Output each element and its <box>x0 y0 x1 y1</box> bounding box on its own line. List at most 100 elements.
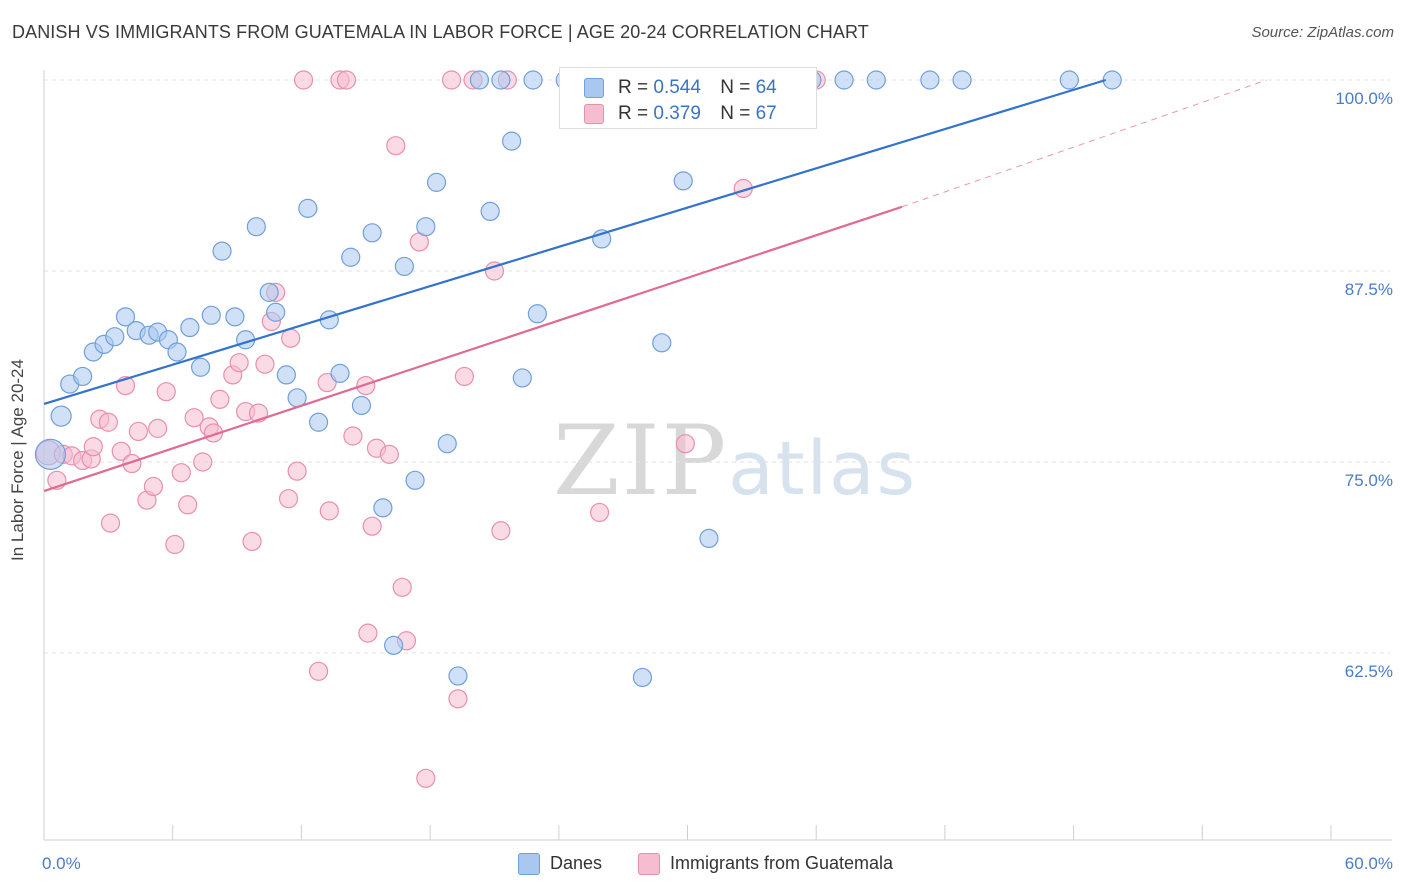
danes-point-0 <box>34 438 67 470</box>
r-label: R = <box>618 77 649 98</box>
danes-point-39 <box>469 70 490 90</box>
danes-point-52 <box>652 333 672 353</box>
guatemala-point-38 <box>308 661 329 681</box>
watermark: ZIPatlas <box>553 405 917 517</box>
danes-point-20 <box>259 282 279 302</box>
r-value-guatemala: 0.379 <box>653 103 701 124</box>
danes-swatch <box>584 78 604 98</box>
guatemala-point-42 <box>336 70 357 90</box>
r-value-danes: 0.544 <box>653 77 701 98</box>
danes-point-55 <box>699 528 719 549</box>
guatemala-point-48 <box>379 444 399 464</box>
y-tick-label-3: 100.0% <box>1335 89 1393 108</box>
guatemala-point-10 <box>111 441 131 461</box>
y-tick-label-2: 87.5% <box>1345 280 1393 299</box>
guatemala-point-59 <box>491 521 511 541</box>
guatemala-point-9 <box>100 513 121 533</box>
danes-point-14 <box>190 357 211 377</box>
guatemala-point-12 <box>122 453 142 474</box>
guatemala-point-31 <box>255 354 275 374</box>
legend-label-guatemala: Immigrants from Guatemala <box>670 853 894 873</box>
guatemala-point-37 <box>293 70 314 90</box>
guatemala-point-40 <box>319 501 339 521</box>
guatemala-point-15 <box>143 476 163 497</box>
danes-point-21 <box>266 302 286 322</box>
danes-point-33 <box>394 256 414 277</box>
stats-danes-text: R = 0.544 N = 64 <box>618 77 777 99</box>
danes-point-3 <box>73 366 93 387</box>
danes-point-37 <box>437 434 457 454</box>
danes-point-38 <box>448 666 468 686</box>
guatemala-point-34 <box>278 489 299 509</box>
danes-point-44 <box>523 70 543 90</box>
n-label: N = <box>720 103 751 124</box>
guatemala-point-27 <box>229 353 249 373</box>
guatemala-point-29 <box>242 531 262 552</box>
guatemala-point-46 <box>362 516 382 536</box>
guatemala-point-36 <box>287 461 307 481</box>
guatemala-point-18 <box>165 534 185 555</box>
danes-point-17 <box>225 307 245 327</box>
chart-title: DANISH VS IMMIGRANTS FROM GUATEMALA IN L… <box>12 22 869 42</box>
danes-point-25 <box>308 412 329 432</box>
danes-point-59 <box>866 70 886 90</box>
guatemala-point-53 <box>416 768 436 788</box>
watermark-atlas: atlas <box>728 426 918 512</box>
danes-point-34 <box>405 470 425 490</box>
danes-point-62 <box>1059 70 1079 90</box>
danes-point-61 <box>952 70 972 90</box>
danes-point-15 <box>201 305 221 325</box>
danes-point-31 <box>373 498 393 518</box>
danes-point-12 <box>167 342 187 362</box>
x-tick-label-0: 0.0% <box>42 854 81 873</box>
guatemala-trend-line <box>43 205 903 493</box>
danes-legend-swatch <box>518 853 540 875</box>
guatemala-point-56 <box>454 366 475 387</box>
stats-legend: R = 0.544 N = 64 R = 0.379 N = 67 <box>559 67 817 129</box>
danes-point-58 <box>834 70 854 90</box>
x-tick-label-1: 60.0% <box>1345 854 1393 873</box>
danes-point-54 <box>673 171 693 191</box>
danes-point-24 <box>298 198 318 218</box>
guatemala-point-6 <box>83 437 103 457</box>
danes-point-50 <box>632 667 653 688</box>
source-label: Source: ZipAtlas.com <box>1251 24 1394 41</box>
danes-point-22 <box>276 365 296 385</box>
danes-point-7 <box>115 307 136 327</box>
guatemala-point-63 <box>675 434 695 454</box>
guatemala-point-21 <box>184 408 204 428</box>
guatemala-point-13 <box>128 421 148 442</box>
guatemala-swatch <box>584 104 604 124</box>
danes-point-16 <box>212 241 232 261</box>
n-label: N = <box>720 77 751 98</box>
guatemala-point-20 <box>178 495 198 515</box>
danes-point-32 <box>384 635 404 655</box>
guatemala-trend-extension <box>901 79 1267 208</box>
danes-point-60 <box>920 70 940 90</box>
danes-point-42 <box>502 131 522 151</box>
guatemala-point-54 <box>441 70 462 90</box>
danes-point-63 <box>1102 70 1122 90</box>
stats-guatemala-text: R = 0.379 N = 67 <box>618 103 777 125</box>
danes-point-6 <box>105 327 125 347</box>
danes-point-29 <box>351 395 372 416</box>
danes-point-36 <box>426 172 447 192</box>
danes-point-35 <box>416 217 436 237</box>
guatemala-point-16 <box>148 418 168 438</box>
danes-point-43 <box>512 368 532 388</box>
danes-point-40 <box>480 201 500 222</box>
danes-point-45 <box>527 304 547 324</box>
legend-label-danes: Danes <box>550 853 603 873</box>
danes-trend-line <box>43 78 1107 405</box>
danes-point-1 <box>50 405 72 427</box>
guatemala-point-55 <box>448 689 468 709</box>
danes-point-30 <box>362 223 382 243</box>
danes-point-13 <box>180 317 200 338</box>
r-label: R = <box>618 103 649 124</box>
series-legend: Danes Immigrants from Guatemala <box>0 852 1406 876</box>
guatemala-point-25 <box>210 389 230 409</box>
y-tick-label-0: 62.5% <box>1345 662 1393 681</box>
n-value-danes: 64 <box>755 77 777 98</box>
guatemala-point-43 <box>343 426 363 446</box>
